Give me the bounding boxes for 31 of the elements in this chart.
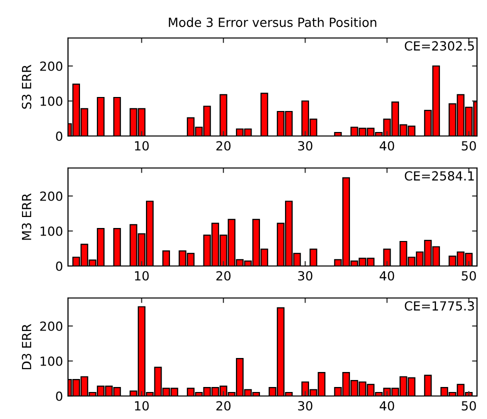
y-tick-label: 200 — [40, 61, 62, 71]
x-tick-label: 20 — [216, 271, 231, 281]
y-tick-label: 200 — [40, 321, 62, 331]
chart-title: Mode 3 Error versus Path Position — [168, 17, 376, 28]
y-tick-label: 0 — [56, 131, 62, 141]
annotation: CE=2584.1 — [404, 171, 474, 181]
y-tick-label: 100 — [40, 96, 62, 106]
x-tick-label: 30 — [298, 271, 312, 281]
y-axis-title: S3 ERR — [22, 64, 32, 109]
y-tick-label: 100 — [40, 226, 62, 236]
x-tick-label: 10 — [135, 401, 149, 411]
x-tick-label: 40 — [380, 401, 394, 411]
annotation: CE=1775.3 — [404, 301, 474, 311]
x-tick-label: 40 — [380, 271, 394, 281]
x-tick-label: 50 — [462, 141, 476, 151]
x-tick-label: 50 — [462, 401, 476, 411]
y-tick-label: 0 — [56, 391, 62, 401]
y-tick-label: 0 — [56, 261, 62, 271]
x-tick-label: 20 — [216, 401, 231, 411]
x-tick-label: 10 — [135, 271, 149, 281]
x-tick-label: 50 — [462, 271, 476, 281]
x-tick-label: 20 — [216, 141, 231, 151]
x-tick-label: 30 — [298, 141, 312, 151]
y-axis-title: M3 ERR — [22, 193, 32, 240]
x-tick-label: 10 — [135, 141, 149, 151]
annotation: CE=2302.5 — [404, 41, 474, 51]
y-tick-label: 200 — [40, 191, 62, 201]
x-tick-label: 40 — [380, 141, 394, 151]
y-tick-label: 100 — [40, 356, 62, 366]
x-tick-label: 30 — [298, 401, 312, 411]
y-axis-title: D3 ERR — [22, 324, 32, 370]
